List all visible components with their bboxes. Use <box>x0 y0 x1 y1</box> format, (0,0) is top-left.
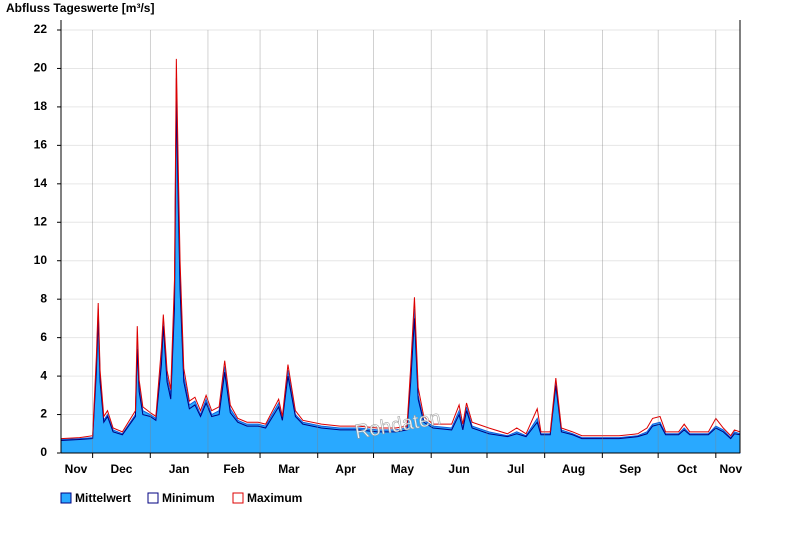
x-tick-label: May <box>391 462 415 476</box>
x-tick-label: Nov <box>719 462 742 476</box>
y-tick-label: 8 <box>40 291 47 305</box>
legend-label: Mittelwert <box>75 491 131 505</box>
x-tick-label: Jan <box>169 462 190 476</box>
y-tick-label: 22 <box>34 22 48 36</box>
x-tick-label: Feb <box>223 462 244 476</box>
y-tick-label: 0 <box>40 445 47 459</box>
x-tick-label: Jul <box>507 462 524 476</box>
x-tick-label: Jun <box>448 462 469 476</box>
y-tick-label: 2 <box>40 407 47 421</box>
x-tick-label: Aug <box>562 462 585 476</box>
x-tick-label: Nov <box>65 462 88 476</box>
legend-swatch <box>147 492 159 504</box>
legend-label: Minimum <box>162 491 215 505</box>
y-tick-label: 18 <box>34 99 48 113</box>
y-tick-label: 10 <box>34 253 48 267</box>
y-tick-label: 20 <box>34 61 48 75</box>
y-tick-label: 12 <box>34 214 48 228</box>
x-tick-label: Dec <box>110 462 132 476</box>
area <box>60 78 741 454</box>
legend-label: Maximum <box>247 491 302 505</box>
x-tick-label: Mar <box>278 462 300 476</box>
y-tick-label: 6 <box>40 330 47 344</box>
x-tick-label: Oct <box>677 462 697 476</box>
legend-swatch <box>232 492 244 504</box>
y-tick-label: 14 <box>34 176 48 190</box>
y-tick-label: 4 <box>40 368 47 382</box>
x-tick-label: Sep <box>619 462 641 476</box>
chart-title: Abfluss Tageswerte [m³/s] <box>6 1 154 15</box>
y-tick-label: 16 <box>34 138 48 152</box>
x-tick-label: Apr <box>335 462 356 476</box>
legend-swatch <box>60 492 72 504</box>
